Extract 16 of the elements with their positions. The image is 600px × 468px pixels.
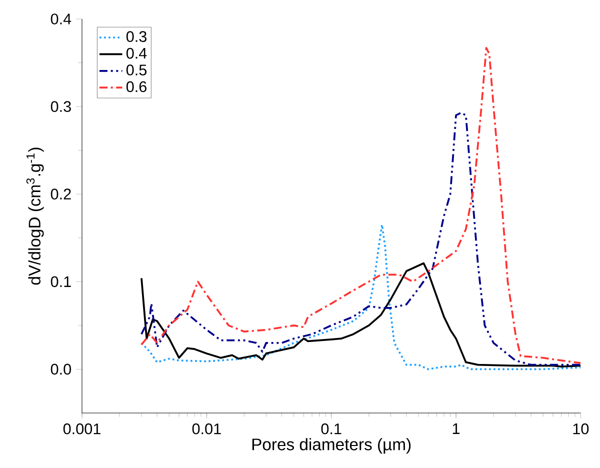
y-axis-title: dV/dlogD (cm$^{3}$.g$^{-1}$) — [26, 148, 44, 285]
y-tick-label: 0.1 — [50, 276, 71, 288]
legend-label: 0.3 — [126, 31, 146, 42]
y-tick-label: 0.2 — [50, 188, 71, 200]
x-tick-label: 0.001 — [63, 423, 100, 434]
x-tick-label: 10 — [573, 423, 589, 434]
legend-label: 0.5 — [126, 64, 147, 76]
x-axis-title: Pores diameters (µm) — [252, 438, 411, 454]
y-tick-label: 0.3 — [50, 101, 71, 112]
y-tick-label: 0.0 — [50, 364, 71, 375]
y-tick-label: 0.4 — [50, 14, 72, 24]
x-tick-label: 0.1 — [321, 423, 342, 434]
x-tick-label: 1 — [452, 423, 460, 434]
legend-label: 0.4 — [126, 48, 147, 59]
x-tick-label: 0.01 — [192, 423, 221, 434]
legend-label: 0.6 — [126, 81, 146, 92]
